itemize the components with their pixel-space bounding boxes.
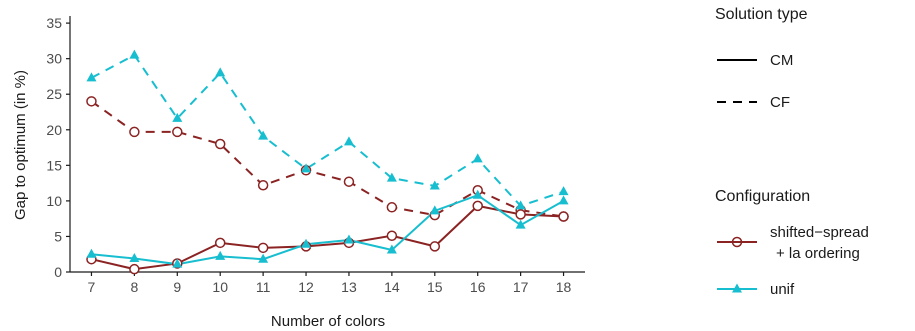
y-tick-label: 20: [46, 122, 62, 138]
unif-cf-point: [558, 186, 569, 196]
shifted-spread-cf-point: [86, 96, 97, 107]
shifted-spread-cm-point: [429, 241, 441, 252]
y-tick-label: 0: [54, 264, 62, 280]
shifted-spread-cm-point: [515, 209, 526, 220]
y-tick-label: 5: [54, 228, 62, 244]
shifted-spread-cf-point: [129, 126, 140, 138]
axes: [69, 16, 585, 273]
unif-cm-point: [129, 252, 140, 262]
y-tick-label: 15: [46, 157, 62, 173]
x-tick-label: 11: [256, 279, 271, 295]
x-tick-label: 9: [173, 279, 181, 295]
unif-cm-point: [301, 238, 312, 248]
unif-cf-point: [343, 136, 354, 146]
unif-cf-point: [172, 112, 183, 122]
x-tick-label: 16: [470, 279, 486, 295]
unif-cf-point: [215, 67, 226, 77]
x-tick-label: 8: [130, 279, 138, 295]
legend-cf-label: CF: [770, 94, 790, 111]
unif-cf-point: [515, 200, 526, 210]
unif-cm-point: [429, 205, 440, 215]
unif-cm-point: [558, 195, 569, 205]
y-axis-title: Gap to optimum (in %): [12, 70, 29, 220]
unif-cf-point: [472, 153, 483, 163]
shifted-spread-cf-point: [343, 176, 355, 187]
legend-shifted-marker: [731, 236, 743, 248]
x-tick-label: 14: [384, 279, 400, 295]
unif-cm-point: [515, 219, 526, 229]
legend-solution-title: Solution type: [715, 6, 808, 23]
y-tick-label: 10: [46, 193, 62, 209]
unif-cm-point: [472, 189, 483, 199]
plot-markers: [86, 49, 569, 275]
unif-cm-point: [172, 258, 183, 268]
unif-cm-line: [91, 194, 565, 266]
shifted-spread-cm-point: [214, 237, 226, 249]
unif-cf-point: [429, 180, 440, 190]
shifted-spread-cm-point: [386, 230, 398, 241]
legend-shifted-label-line2: + la ordering: [776, 245, 860, 262]
shifted-spread-cm-line: [91, 204, 564, 271]
unif-cm-point: [86, 248, 97, 258]
x-tick-label: 17: [513, 279, 529, 295]
plot-series: [90, 53, 565, 271]
x-axis-ticks: 7 8 9 10 11 12 13 14 15 16 17 18: [88, 272, 572, 295]
legend-shifted-label-line1: shifted−spread: [770, 224, 869, 241]
y-axis-ticks: 0 5 10 15 20 25 30 35: [46, 15, 70, 280]
shifted-spread-cm-point: [257, 242, 269, 254]
unif-cm-point: [343, 234, 354, 244]
unif-cf-point: [301, 163, 312, 173]
unif-cf-point: [86, 72, 97, 82]
unif-cm-point: [386, 244, 397, 254]
legend-unif-marker: [732, 283, 742, 293]
unif-cf-point: [258, 130, 269, 140]
unif-cm-point: [258, 253, 269, 263]
shifted-spread-cf-line: [90, 100, 564, 218]
shifted-spread-cf-point: [172, 126, 183, 138]
x-tick-label: 13: [341, 279, 357, 295]
y-tick-label: 25: [46, 86, 62, 102]
unif-cf-point: [129, 49, 140, 59]
legend-configuration: Configuration shifted−spread + la orderi…: [715, 188, 869, 298]
shifted-spread-cf-point: [257, 179, 269, 191]
shifted-spread-cf-point: [386, 202, 398, 213]
y-tick-label: 30: [46, 51, 62, 67]
legend-cm-label: CM: [770, 52, 793, 69]
x-axis-title: Number of colors: [271, 313, 385, 330]
shifted-spread-cm-point: [129, 263, 140, 275]
x-tick-label: 12: [298, 279, 314, 295]
x-tick-label: 18: [556, 279, 572, 295]
x-tick-label: 7: [88, 279, 96, 295]
shifted-spread-cm-point: [472, 200, 483, 212]
x-tick-label: 10: [212, 279, 228, 295]
y-tick-label: 35: [46, 15, 62, 31]
unif-cm-point: [215, 250, 226, 260]
legend-configuration-title: Configuration: [715, 188, 810, 205]
shifted-spread-cm-point: [558, 211, 569, 222]
unif-cf-line: [90, 53, 564, 208]
unif-cf-point: [386, 172, 397, 182]
legend-unif-label: unif: [770, 281, 795, 298]
legend-solution-type: Solution type CM CF: [715, 6, 808, 111]
x-tick-label: 15: [427, 279, 443, 295]
shifted-spread-cf-point: [214, 138, 226, 150]
